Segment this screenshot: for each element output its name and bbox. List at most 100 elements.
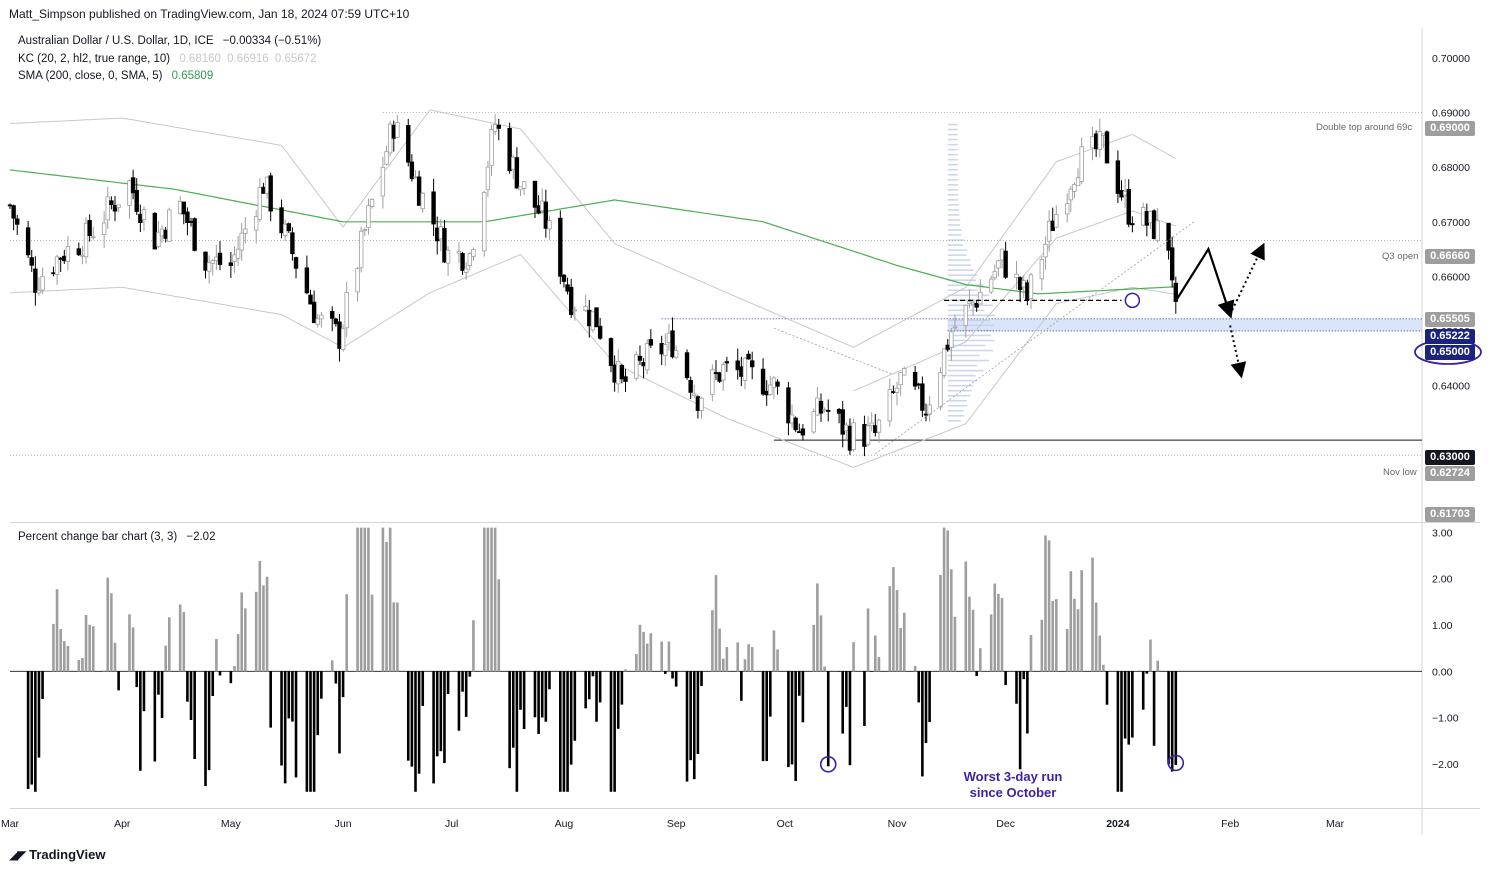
pct-bar (964, 561, 968, 672)
pct-bar (714, 575, 718, 672)
volume-profile-row (947, 148, 958, 151)
q3-open-annotation: Q3 open (1382, 251, 1419, 262)
pct-bar (953, 616, 957, 672)
candle (380, 157, 386, 209)
pct-bar (1040, 619, 1044, 672)
pct-bar (609, 671, 613, 792)
pct-bar (537, 671, 540, 734)
candle (391, 120, 396, 152)
candle (1014, 261, 1019, 290)
candle-body (409, 161, 415, 180)
candle-body (210, 260, 215, 264)
pct-bar (946, 530, 950, 672)
time-tick-label: 2024 (1106, 818, 1130, 830)
pct-bar (359, 527, 363, 672)
candle (29, 249, 34, 272)
candle-body (988, 278, 994, 293)
candle-body (420, 192, 425, 210)
candle-body (156, 231, 161, 247)
pct-bar (624, 669, 627, 672)
candle-body (688, 379, 693, 393)
candle-body (967, 301, 972, 304)
candle (264, 176, 270, 199)
pct-bar (1102, 664, 1105, 672)
pct-bar (877, 657, 881, 672)
candle (1115, 150, 1121, 204)
support-zone (947, 318, 1422, 331)
pct-bar (63, 641, 66, 672)
pct-bar (457, 671, 461, 731)
tradingview-logo-icon: ◢◤ (9, 848, 26, 862)
pct-bar (139, 671, 142, 771)
candle-body (1014, 273, 1019, 278)
pct-bar (989, 614, 993, 672)
volume-profile-row (947, 133, 958, 136)
pct-bar (826, 671, 830, 767)
candle (637, 345, 643, 365)
pct-bar (1015, 671, 1018, 704)
candle (130, 169, 136, 200)
pct-bar (269, 671, 272, 728)
candle (11, 204, 16, 231)
candle-body (746, 353, 751, 360)
pct-bar (1044, 535, 1047, 672)
candle-body (1028, 274, 1034, 300)
time-tick-label: Mar (1, 818, 20, 830)
volume-profile-row (947, 153, 958, 156)
candle-body (482, 191, 487, 252)
candle (1050, 207, 1055, 231)
candle-body (315, 318, 320, 325)
volume-profile-row (947, 128, 958, 131)
pct-bar (1073, 598, 1076, 672)
kc-label: KC (20, 2, hl2, true range, 10) (18, 53, 171, 65)
candle-body (1141, 207, 1146, 226)
pct-bars (26, 527, 1178, 792)
pct-bar (721, 658, 725, 672)
candle-body (456, 250, 462, 254)
candle (594, 307, 599, 328)
candle (920, 376, 925, 418)
candle (547, 215, 552, 240)
candle-body (612, 364, 617, 383)
candle-body (887, 389, 892, 422)
tradingview-logo[interactable]: ◢◤ TradingView (9, 847, 105, 862)
candle-body (594, 307, 599, 328)
volume-profile-row (947, 359, 989, 362)
candle-body (282, 223, 288, 236)
pct-bar (823, 666, 826, 672)
volume-profile-row (947, 289, 978, 292)
candle (445, 246, 451, 277)
candle (659, 335, 664, 366)
pct-bar (1004, 671, 1007, 686)
candle (293, 256, 299, 279)
pct-bar (899, 628, 902, 672)
pct-bar (569, 671, 573, 765)
candle-body (1097, 131, 1102, 150)
candle (927, 395, 932, 422)
candle (634, 351, 639, 381)
kc-legend: KC (20, 2, hl2, true range, 10) 0.68160 … (18, 53, 316, 65)
candle-body (7, 204, 13, 207)
price-label-062724: 0.62724 (1425, 466, 1475, 481)
price-tick-label: 0.69000 (1432, 108, 1470, 120)
candle-body (561, 274, 567, 282)
candle (232, 246, 237, 273)
candle-body (1039, 259, 1045, 280)
candle (865, 416, 871, 447)
pct-bar (193, 671, 196, 760)
candle (366, 198, 371, 235)
worst-run-annotation: Worst 3-day run since October (953, 769, 1073, 801)
candle (891, 385, 896, 395)
pct-bar (486, 527, 490, 672)
candle (1068, 185, 1074, 213)
candle (416, 170, 422, 206)
symbol-legend: Australian Dollar / U.S. Dollar, 1D, ICE… (18, 35, 321, 47)
candle-body (384, 151, 389, 165)
price-label-065505: 0.65505 (1425, 312, 1475, 327)
candle (760, 358, 766, 396)
candle-body (836, 408, 842, 414)
price-tick-label: 0.70000 (1432, 53, 1470, 65)
candle-body (51, 272, 56, 275)
candle-body (818, 400, 824, 414)
